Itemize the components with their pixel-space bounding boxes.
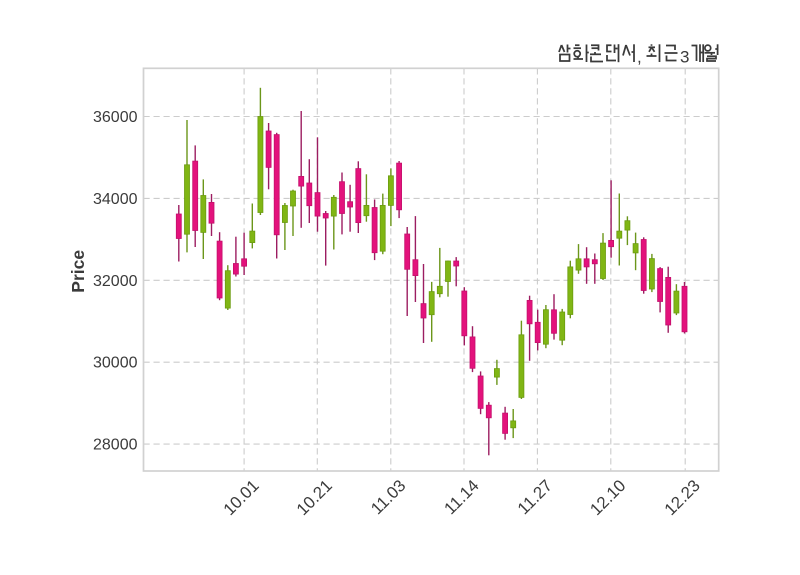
svg-text:3: 3	[680, 47, 689, 66]
svg-text:32000: 32000	[93, 273, 138, 290]
svg-text:Price: Price	[68, 250, 88, 293]
svg-text:36000: 36000	[93, 109, 138, 126]
svg-text:34000: 34000	[93, 191, 138, 208]
svg-text:28000: 28000	[93, 437, 138, 454]
svg-text:30000: 30000	[93, 355, 138, 372]
svg-text:,: ,	[637, 47, 642, 66]
